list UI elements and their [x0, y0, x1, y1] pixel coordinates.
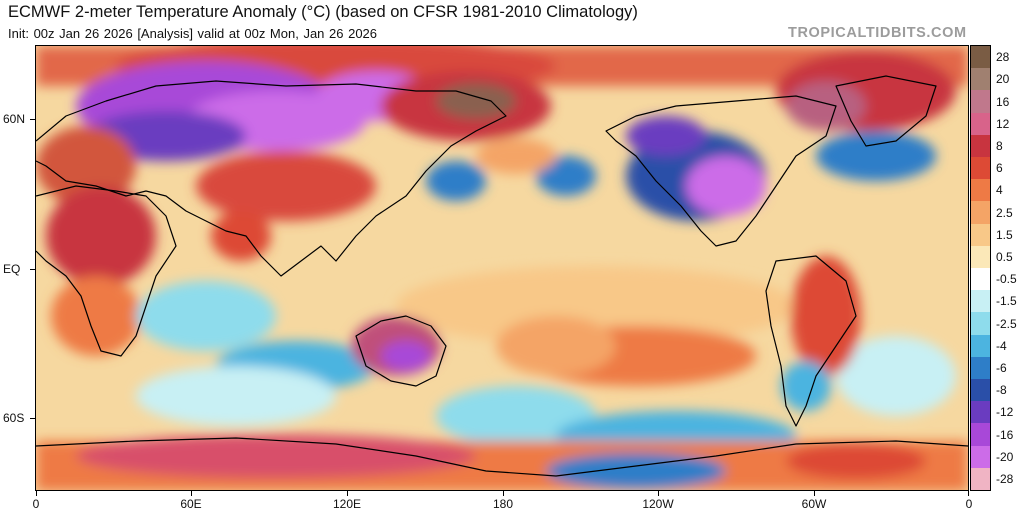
- lon-tick: [814, 491, 815, 496]
- lon-label-120e: 120E: [332, 497, 362, 511]
- lat-label-eq: EQ: [3, 262, 21, 276]
- lon-label-60w: 60W: [801, 497, 827, 511]
- colorbar-label: 2.5: [996, 205, 1013, 220]
- lat-tick: [30, 418, 35, 419]
- lat-label-60n: 60N: [3, 112, 26, 126]
- colorbar-segment: [971, 134, 990, 158]
- colorbar-label: -20: [996, 449, 1014, 464]
- colorbar-label: 20: [996, 72, 1010, 87]
- colorbar-label: -0.5: [996, 272, 1017, 287]
- colorbar-segment: [971, 423, 990, 447]
- colorbar-segment: [971, 379, 990, 402]
- colorbar-label: 4: [996, 183, 1003, 198]
- lat-tick: [30, 269, 35, 270]
- colorbar-label: 8: [996, 138, 1003, 153]
- colorbar-segment: [971, 245, 990, 269]
- lon-label-60e: 60E: [180, 497, 202, 511]
- colorbar-segment: [971, 223, 990, 247]
- colorbar-label: -8: [996, 383, 1007, 398]
- colorbar-segment: [971, 179, 990, 202]
- colorbar-label: 6: [996, 161, 1003, 176]
- lon-tick: [968, 491, 969, 496]
- lon-tick: [191, 491, 192, 496]
- lon-tick: [36, 491, 37, 496]
- colorbar-label: -12: [996, 405, 1014, 420]
- colorbar-segment: [971, 467, 990, 490]
- coastlines: [36, 75, 968, 477]
- anomaly-fields: [36, 46, 968, 490]
- colorbar-label: 28: [996, 50, 1010, 65]
- colorbar: [970, 45, 991, 491]
- map-subtitle: Init: 00z Jan 26 2026 [Analysis] valid a…: [8, 26, 378, 41]
- lon-tick: [658, 491, 659, 496]
- map-canvas: [36, 46, 968, 490]
- lon-tick: [503, 491, 504, 496]
- colorbar-label: -6: [996, 360, 1007, 375]
- lat-label-60s: 60S: [3, 411, 25, 425]
- colorbar-segment: [971, 90, 990, 114]
- colorbar-segment: [971, 112, 990, 136]
- lon-tick: [347, 491, 348, 496]
- colorbar-segment: [971, 157, 990, 180]
- colorbar-label: 16: [996, 94, 1010, 109]
- lon-label-180: 180: [492, 497, 514, 511]
- lon-label-120w: 120W: [642, 497, 674, 511]
- colorbar-segment: [971, 334, 990, 358]
- lon-label-0-left: 0: [32, 497, 40, 511]
- colorbar-label: -28: [996, 471, 1014, 486]
- watermark: TROPICALTIDBITS.COM: [788, 25, 967, 41]
- lat-tick: [30, 119, 35, 120]
- colorbar-segment: [971, 356, 990, 380]
- colorbar-segment: [971, 445, 990, 469]
- anomaly-map: [35, 45, 969, 491]
- colorbar-label: -4: [996, 338, 1007, 353]
- colorbar-label: -16: [996, 427, 1014, 442]
- lon-label-0-right: 0: [965, 497, 973, 511]
- colorbar-label: 12: [996, 116, 1010, 131]
- colorbar-label: -1.5: [996, 294, 1017, 309]
- colorbar-segment: [971, 268, 990, 291]
- map-title: ECMWF 2-meter Temperature Anomaly (°C) (…: [8, 3, 638, 21]
- colorbar-segment: [971, 312, 990, 336]
- colorbar-segment: [971, 46, 990, 69]
- colorbar-segment: [971, 201, 990, 225]
- colorbar-segment: [971, 401, 990, 424]
- colorbar-segment: [971, 290, 990, 313]
- colorbar-label: 0.5: [996, 249, 1013, 264]
- colorbar-segment: [971, 68, 990, 91]
- colorbar-label: 1.5: [996, 227, 1013, 242]
- colorbar-label: -2.5: [996, 316, 1017, 331]
